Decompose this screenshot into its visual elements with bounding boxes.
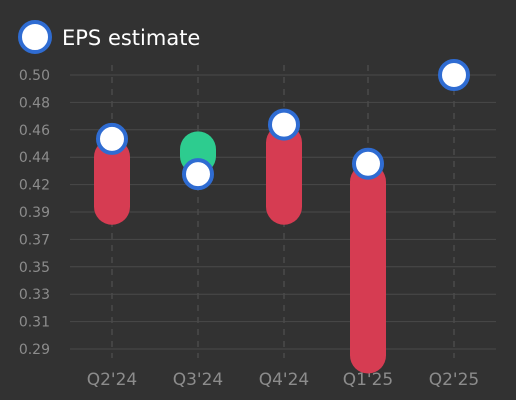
y-tick-label: 0.48: [19, 95, 50, 111]
y-tick-label: 0.29: [19, 342, 50, 358]
y-tick-label: 0.31: [19, 315, 50, 331]
legend-marker-icon: [18, 20, 52, 54]
x-tick-label: Q2'25: [429, 370, 480, 390]
x-tick-label: Q1'25: [343, 370, 394, 390]
estimate-marker: [438, 59, 470, 91]
estimate-markers: [96, 59, 470, 191]
miss-bar: [94, 138, 130, 225]
miss-bar: [266, 124, 302, 225]
y-tick-label: 0.46: [19, 123, 50, 139]
estimate-marker: [96, 122, 128, 155]
y-tick-label: 0.39: [19, 205, 50, 221]
y-tick-label: 0.44: [19, 150, 50, 166]
y-tick-label: 0.50: [19, 68, 50, 84]
estimate-marker: [352, 147, 384, 180]
x-tick-label: Q4'24: [259, 370, 310, 390]
legend-label: EPS estimate: [62, 26, 200, 50]
miss-bar: [350, 163, 386, 374]
x-axis-ticks: Q2'24 Q3'24 Q4'24 Q1'25 Q2'25: [87, 370, 480, 390]
y-axis-ticks: 0.29 0.31 0.33 0.35 0.37 0.39 0.42 0.44 0.46 0.48…: [19, 68, 50, 358]
y-tick-label: 0.33: [19, 287, 50, 303]
y-tick-label: 0.42: [19, 178, 50, 194]
x-tick-label: Q2'24: [87, 370, 138, 390]
y-tick-label: 0.35: [19, 260, 50, 276]
legend: EPS estimate: [18, 20, 200, 54]
estimate-marker: [268, 108, 300, 141]
x-tick-label: Q3'24: [173, 370, 224, 390]
y-tick-label: 0.37: [19, 232, 50, 248]
estimate-marker: [182, 158, 214, 191]
